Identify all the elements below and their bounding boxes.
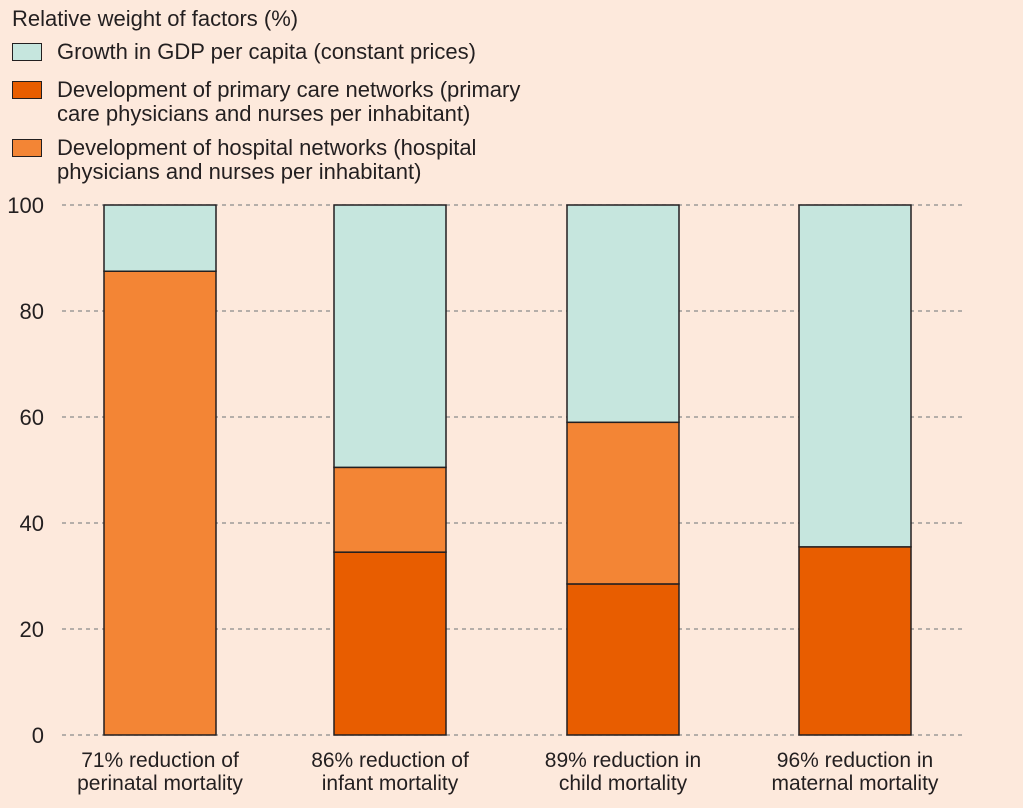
legend-label-gdp: Growth in GDP per capita (constant price… (57, 39, 476, 64)
legend-swatch-hospital (12, 139, 42, 157)
x-tick-label-3-1: maternal mortality (772, 772, 939, 795)
x-tick-label-2-1: child mortality (559, 772, 688, 795)
legend-swatch-gdp (12, 43, 42, 61)
bar-segment-0-2 (103, 204, 217, 272)
y-tick-label-60: 60 (20, 405, 44, 430)
bar-segment-1-2 (333, 204, 447, 469)
bar-segment-1-0 (333, 551, 447, 736)
x-tick-label-1-1: infant mortality (322, 772, 459, 795)
y-tick-label-40: 40 (20, 511, 44, 536)
y-tick-label-20: 20 (20, 617, 44, 642)
x-tick-label-0-0: 71% reduction of (81, 749, 239, 772)
bar-segment-2-0 (566, 583, 680, 736)
legend-label-hospital: Development of hospital networks (hospit… (57, 135, 477, 184)
legend-swatch-primary-care (12, 81, 42, 99)
bar-segment-0-1 (103, 270, 217, 736)
x-tick-label-2-0: 89% reduction in (545, 749, 701, 772)
bar-segment-1-1 (333, 466, 447, 553)
bar-segment-3-2 (798, 204, 912, 548)
y-tick-label-100: 100 (7, 193, 44, 218)
legend-label-primary-care: Development of primary care networks (pr… (57, 77, 521, 126)
y-tick-label-80: 80 (20, 299, 44, 324)
bar-segment-2-1 (566, 421, 680, 585)
y-tick-label-0: 0 (32, 723, 44, 748)
chart-title: Relative weight of factors (%) (12, 6, 299, 31)
bar-segment-2-2 (566, 204, 680, 424)
x-tick-label-0-1: perinatal mortality (77, 772, 243, 795)
x-tick-label-1-0: 86% reduction of (311, 749, 469, 772)
bar-segment-3-0 (798, 546, 912, 736)
x-tick-label-3-0: 96% reduction in (777, 749, 933, 772)
